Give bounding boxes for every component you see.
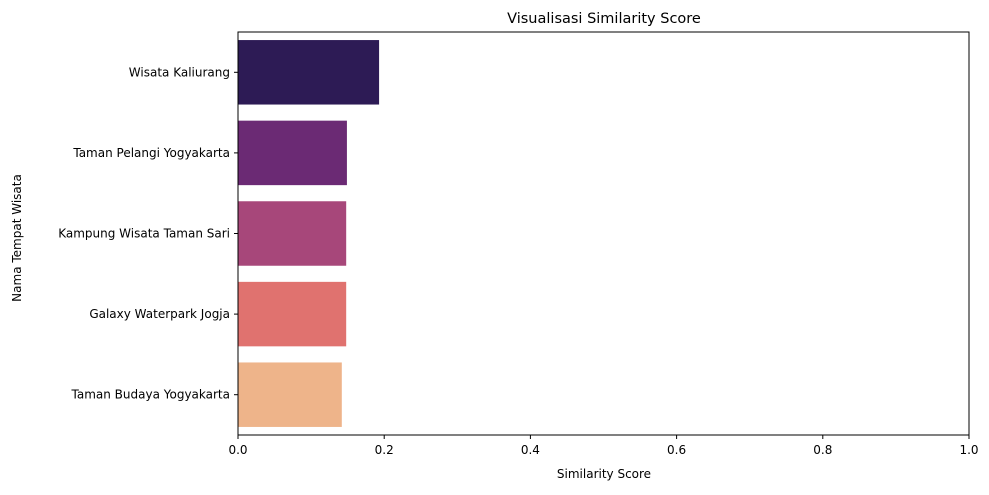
bars-layer: [238, 40, 380, 427]
y-axis-title: Nama Tempat Wisata: [10, 174, 24, 302]
y-tick-label: Taman Pelangi Yogyakarta: [72, 146, 230, 160]
y-tick-label: Wisata Kaliurang: [129, 65, 230, 79]
x-tick-label: 0.4: [521, 443, 540, 457]
y-tick-label: Kampung Wisata Taman Sari: [58, 227, 230, 241]
x-tick-label: 0.0: [228, 443, 247, 457]
y-tick-label: Taman Budaya Yogyakarta: [71, 388, 230, 402]
x-tick-label: 0.2: [375, 443, 394, 457]
x-tick-label: 0.8: [813, 443, 832, 457]
ticks-layer: Wisata Kaliurang Taman Pelangi Yogyakarta…: [58, 65, 978, 457]
bar-taman-budaya-yogyakarta: [238, 362, 342, 427]
x-tick-label: 0.6: [667, 443, 686, 457]
bar-galaxy-waterpark-jogja: [238, 281, 347, 347]
x-axis-title: Similarity Score: [557, 467, 651, 481]
x-tick-label: 1.0: [959, 443, 978, 457]
chart-title: Visualisasi Similarity Score: [507, 11, 701, 27]
y-tick-label: Galaxy Waterpark Jogja: [89, 307, 230, 321]
bar-kampung-wisata-taman-sari: [238, 201, 347, 266]
bar-wisata-kaliurang: [238, 40, 380, 105]
bar-taman-pelangi-yogyakarta: [238, 120, 347, 186]
